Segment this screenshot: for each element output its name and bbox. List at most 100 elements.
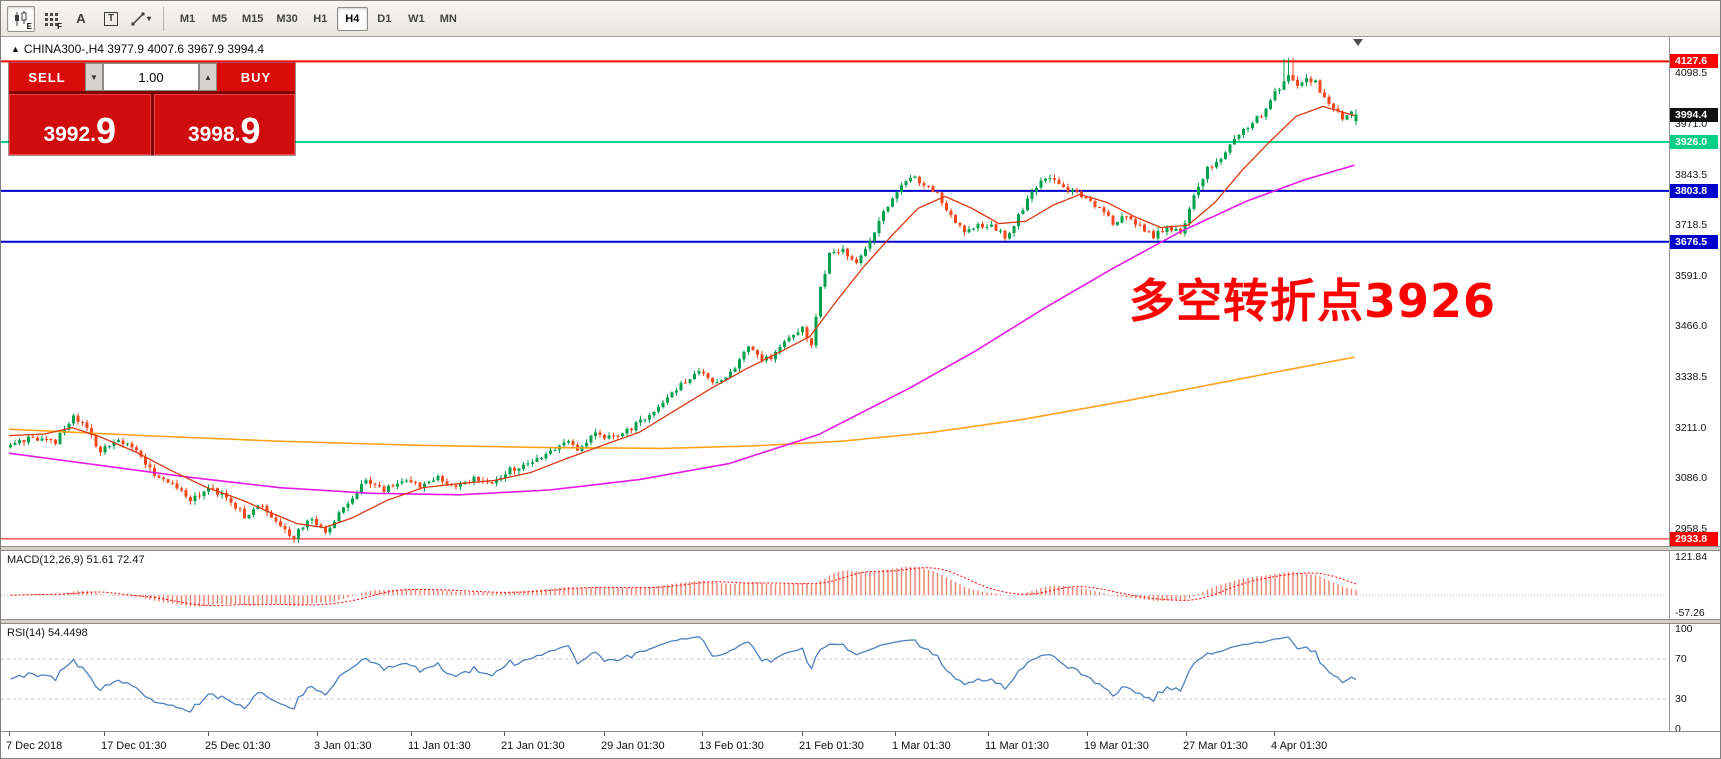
- down-candle: [1125, 216, 1128, 218]
- down-candle: [571, 441, 575, 445]
- up-candle: [679, 382, 683, 391]
- symbol-marker-icon: ▲: [11, 44, 20, 54]
- timeframe-m5-button[interactable]: M5: [211, 12, 228, 25]
- down-candle: [445, 481, 449, 485]
- timeframe-h4-button[interactable]: H4: [336, 6, 368, 31]
- time-tick: [802, 732, 803, 736]
- down-candle: [612, 435, 615, 437]
- volume-increase-button[interactable]: ▲: [199, 63, 217, 91]
- down-candle: [283, 526, 287, 530]
- up-candle: [112, 442, 116, 446]
- down-candle: [981, 223, 984, 228]
- down-candle: [477, 476, 480, 481]
- timeframe-h1-button[interactable]: H1: [313, 12, 328, 25]
- time-tick: [702, 732, 703, 736]
- timeframe-d1-button[interactable]: D1: [377, 12, 392, 25]
- up-candle: [738, 359, 741, 369]
- macd-signal-line: [10, 567, 1357, 607]
- time-axis[interactable]: 7 Dec 2018 17 Dec 01:30 25 Dec 01:30 3 Jan …: [1, 731, 1720, 758]
- down-candle: [409, 480, 413, 483]
- bid-price-button[interactable]: 3992. 9: [9, 94, 151, 155]
- down-candle: [954, 215, 957, 223]
- indicator-grid-tool-button[interactable]: F: [37, 6, 65, 32]
- down-candle: [189, 497, 192, 502]
- down-candle: [702, 371, 705, 374]
- sell-button[interactable]: SELL: [9, 63, 85, 91]
- down-candle: [603, 434, 606, 439]
- down-candle: [211, 487, 215, 489]
- up-candle: [72, 415, 75, 424]
- up-candle: [1174, 228, 1178, 231]
- rsi-line: [10, 636, 1357, 713]
- up-candle: [985, 226, 989, 228]
- candlestick-chart-tool-button[interactable]: E: [7, 5, 35, 32]
- down-candle: [1210, 166, 1214, 168]
- symbol-ohlc-readout: ▲ CHINA300-,H4 3977.9 4007.6 3967.9 3994.…: [11, 42, 264, 56]
- timeframe-mn-button[interactable]: MN: [439, 12, 457, 25]
- timeframe-m30-button[interactable]: M30: [276, 12, 298, 25]
- up-candle: [423, 483, 426, 488]
- up-candle: [1345, 115, 1349, 120]
- up-candle: [553, 449, 557, 451]
- time-tick: [317, 732, 318, 736]
- down-candle: [1107, 211, 1110, 216]
- price-tick-label: 3086.0: [1675, 472, 1708, 484]
- timeframe-m1-button[interactable]: M1: [179, 12, 196, 25]
- up-candle: [675, 390, 678, 393]
- time-label: 29 Jan 01:30: [601, 740, 665, 752]
- down-candle: [274, 517, 278, 522]
- up-candle: [337, 512, 341, 522]
- macd-panel-splitter[interactable]: [1, 546, 1720, 551]
- down-candle: [918, 176, 921, 184]
- up-candle: [787, 337, 791, 342]
- rsi-panel-splitter[interactable]: [1, 619, 1720, 624]
- up-candle: [495, 479, 498, 484]
- down-candle: [1143, 224, 1146, 232]
- down-candle: [414, 482, 417, 483]
- up-candle: [1030, 191, 1034, 199]
- volume-dropdown-button[interactable]: ▼: [85, 63, 103, 91]
- up-candle: [796, 332, 800, 335]
- up-candle: [621, 433, 624, 436]
- up-candle: [517, 468, 521, 471]
- chart-shift-marker-icon[interactable]: [1353, 39, 1363, 46]
- text-label-tool-button[interactable]: A: [67, 6, 95, 32]
- up-candle: [1350, 111, 1353, 116]
- up-candle: [58, 433, 62, 444]
- up-candle: [891, 198, 894, 207]
- timeframe-m15-button[interactable]: M15: [242, 12, 264, 25]
- time-tick: [1186, 732, 1187, 736]
- down-candle: [198, 495, 201, 497]
- up-candle: [364, 480, 368, 484]
- price-axis[interactable]: 4098.5 3971.0 3843.5 3718.5 3591.0 3466.0 3338…: [1669, 37, 1720, 758]
- trendline-tool-button[interactable]: ▾: [127, 6, 155, 32]
- price-badge: 3926.0: [1670, 135, 1718, 149]
- up-candle: [540, 458, 543, 460]
- price-badge: 2933.8: [1670, 531, 1718, 546]
- up-candle: [648, 415, 651, 420]
- up-candle: [1165, 226, 1169, 232]
- mid-ma-line: [8, 164, 1355, 496]
- time-tick: [1087, 732, 1088, 736]
- up-candle: [193, 495, 197, 501]
- up-candle: [544, 454, 548, 459]
- up-candle: [774, 352, 777, 360]
- up-candle: [27, 436, 30, 443]
- up-candle: [1183, 223, 1187, 234]
- down-candle: [958, 223, 962, 226]
- price-tick-label: 3466.0: [1675, 320, 1708, 332]
- timeframe-w1-button[interactable]: W1: [408, 12, 425, 25]
- down-candle: [144, 456, 147, 465]
- text-label-icon: A: [76, 11, 86, 26]
- up-candle: [877, 221, 881, 233]
- down-candle: [1102, 207, 1106, 213]
- volume-input[interactable]: 1.00: [103, 63, 199, 91]
- up-candle: [328, 527, 332, 533]
- buy-button[interactable]: BUY: [217, 63, 295, 91]
- toolbar-separator: [163, 6, 164, 31]
- up-candle: [202, 491, 206, 496]
- textbox-tool-button[interactable]: T: [97, 6, 125, 32]
- ask-price-button[interactable]: 3998. 9: [153, 94, 295, 155]
- down-candle: [90, 428, 93, 436]
- time-label: 13 Feb 01:30: [699, 740, 764, 752]
